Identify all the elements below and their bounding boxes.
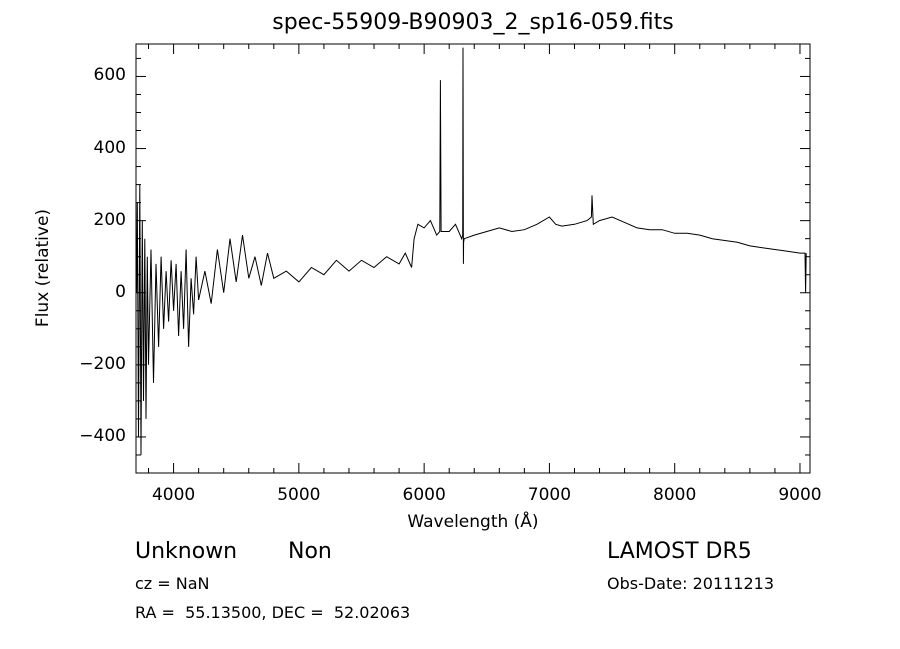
radec-label: RA = 55.13500, DEC = 52.02063 bbox=[135, 603, 411, 622]
x-tick-label: 8000 bbox=[653, 485, 697, 505]
x-tick-label: 7000 bbox=[527, 485, 572, 505]
y-tick-label: −200 bbox=[79, 353, 126, 374]
survey-label: LAMOST DR5 bbox=[607, 539, 752, 564]
y-tick-label: 200 bbox=[93, 209, 126, 230]
x-axis-label: Wavelength (Å) bbox=[407, 512, 539, 532]
obsdate-label: Obs-Date: 20111213 bbox=[607, 574, 775, 593]
flux-series-line bbox=[136, 47, 807, 456]
subclass-label: Non bbox=[288, 539, 332, 564]
plot-frame bbox=[135, 43, 811, 474]
y-tick-label: 400 bbox=[93, 137, 126, 158]
y-tick-label: 600 bbox=[93, 65, 126, 86]
chart-title: spec-55909-B90903_2_sp16-059.fits bbox=[272, 10, 674, 35]
x-tick-label: 4000 bbox=[151, 485, 196, 505]
y-tick-label: −400 bbox=[79, 425, 126, 446]
class-label: Unknown bbox=[135, 539, 238, 564]
cz-label: cz = NaN bbox=[135, 574, 210, 593]
x-tick-label: 5000 bbox=[277, 485, 321, 505]
x-tick-label: 9000 bbox=[778, 485, 822, 505]
x-tick-label: 6000 bbox=[402, 485, 446, 505]
y-tick-label: 0 bbox=[115, 281, 126, 302]
